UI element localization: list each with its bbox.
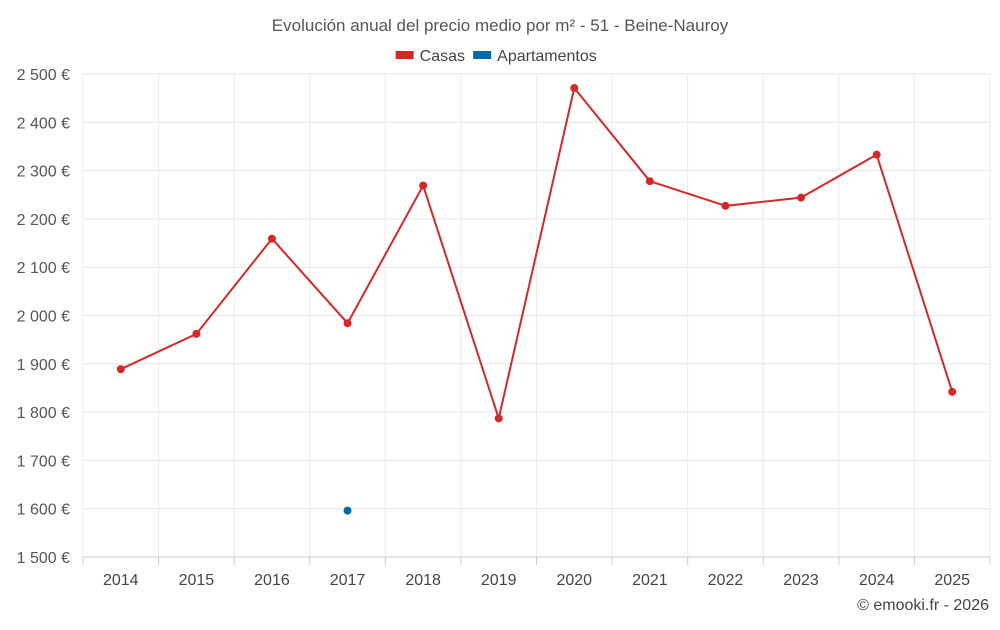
x-tick-label: 2021 xyxy=(632,572,668,589)
data-point-casas[interactable] xyxy=(570,84,579,93)
grid-lines xyxy=(82,73,991,557)
x-tick-label: 2016 xyxy=(254,572,290,589)
legend-item-casas[interactable]: Casas xyxy=(395,48,465,65)
y-tick-label: 2 200 € xyxy=(17,212,70,229)
y-tick-label: 2 400 € xyxy=(17,115,70,132)
x-tick-label: 2023 xyxy=(783,572,819,589)
x-tick-label: 2019 xyxy=(481,572,517,589)
data-point-casas[interactable] xyxy=(192,329,201,338)
series-layer xyxy=(116,84,957,515)
series-line-casas xyxy=(120,87,954,420)
x-tick-label: 2025 xyxy=(934,572,970,589)
x-tick-label: 2020 xyxy=(556,572,592,589)
x-tick-label: 2018 xyxy=(405,572,441,589)
data-point-casas[interactable] xyxy=(797,193,806,202)
data-point-casas[interactable] xyxy=(645,177,654,186)
y-tick-label: 2 500 € xyxy=(17,67,70,84)
y-tick-label: 1 700 € xyxy=(17,453,70,470)
x-tick-label: 2022 xyxy=(708,572,744,589)
data-point-apartamentos[interactable] xyxy=(343,506,352,515)
data-point-casas[interactable] xyxy=(872,150,881,159)
data-point-casas[interactable] xyxy=(948,387,957,396)
data-point-casas[interactable] xyxy=(419,181,428,190)
data-point-casas[interactable] xyxy=(721,201,730,210)
y-tick-label: 1 600 € xyxy=(17,502,70,519)
y-tick-label: 1 900 € xyxy=(17,357,70,374)
y-tick-label: 1 800 € xyxy=(17,405,70,422)
x-tick-label: 2015 xyxy=(179,572,215,589)
legend-swatch xyxy=(395,51,414,59)
legend-label: Casas xyxy=(420,48,465,65)
y-tick-label: 1 500 € xyxy=(17,550,70,567)
legend: Casas Apartamentos xyxy=(395,48,597,65)
y-tick-label: 2 000 € xyxy=(17,309,70,326)
data-point-casas[interactable] xyxy=(116,365,125,374)
legend-label: Apartamentos xyxy=(497,48,597,65)
y-tick-label: 2 100 € xyxy=(17,260,70,277)
data-point-casas[interactable] xyxy=(494,414,503,423)
x-tick-label: 2024 xyxy=(859,572,895,589)
x-tick-label: 2014 xyxy=(103,572,139,589)
y-tick-label: 2 300 € xyxy=(17,164,70,181)
legend-swatch xyxy=(473,51,492,59)
data-point-casas[interactable] xyxy=(343,319,352,328)
x-axis: 2014 2015 2016 2017 2018 2019 2020 2021 2022 2023… xyxy=(82,556,991,589)
legend-item-apartamentos[interactable]: Apartamentos xyxy=(473,48,597,65)
chart-title: Evolución anual del precio medio por m² … xyxy=(272,16,729,35)
x-tick-label: 2017 xyxy=(330,572,366,589)
data-point-casas[interactable] xyxy=(267,234,276,243)
credit-text: © emooki.fr - 2026 xyxy=(857,597,989,614)
y-axis: 1 500 € 1 600 € 1 700 € 1 800 € 1 900 € 2 000… xyxy=(17,67,70,567)
